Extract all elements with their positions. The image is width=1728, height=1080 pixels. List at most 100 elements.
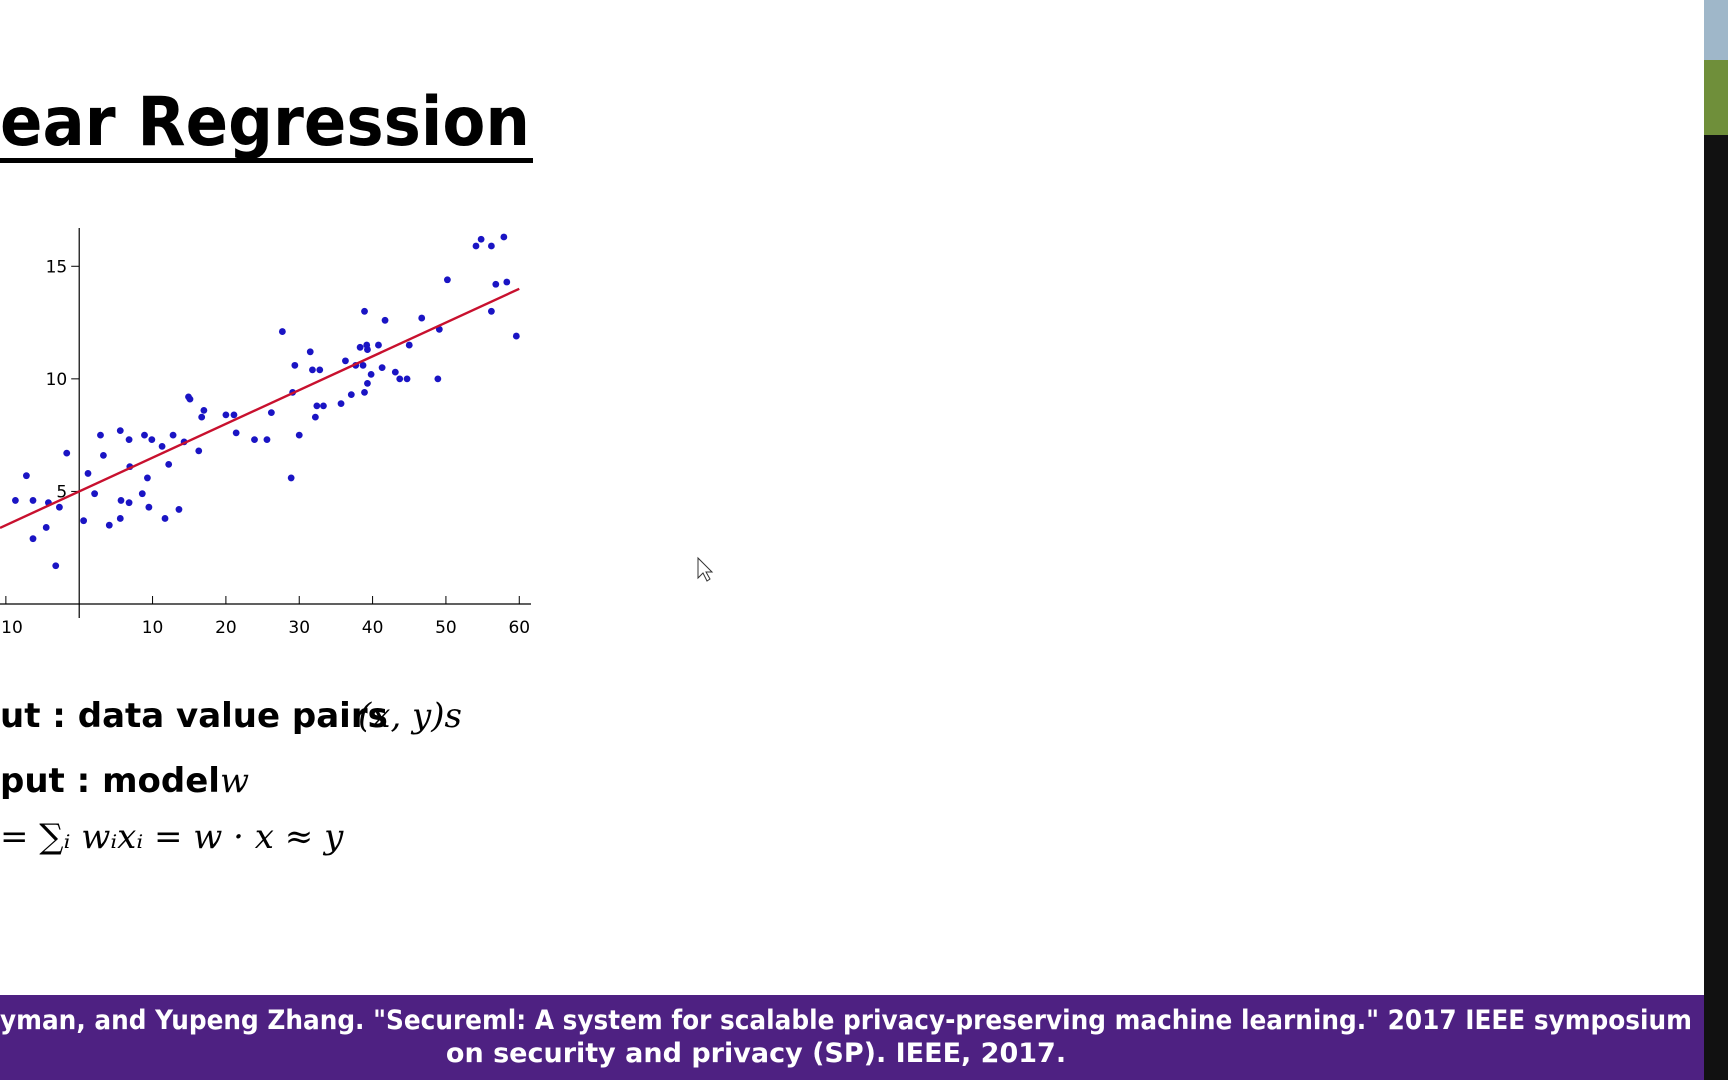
data-point <box>316 366 324 374</box>
x-tick-label: 10 <box>1 618 23 638</box>
data-point <box>492 280 500 288</box>
x-tick-label: 40 <box>362 618 384 638</box>
data-point <box>396 375 404 383</box>
data-point <box>52 562 60 570</box>
data-point <box>175 506 183 513</box>
data-point <box>403 375 411 383</box>
data-point <box>23 472 30 480</box>
y-tick-label: 5 <box>56 482 67 502</box>
data-point <box>29 535 37 543</box>
x-tick-label: 50 <box>435 618 457 638</box>
data-point <box>287 474 295 482</box>
data-point <box>165 461 173 468</box>
data-point <box>512 332 520 340</box>
data-point <box>434 375 442 383</box>
data-point <box>443 276 451 284</box>
data-point <box>230 411 238 419</box>
x-tick-label: 60 <box>508 618 530 638</box>
data-point <box>263 436 271 444</box>
bullet-text: ut : data value pairs <box>0 696 388 736</box>
footer-bar <box>0 995 1704 1080</box>
data-point <box>337 400 345 408</box>
data-point <box>487 242 495 250</box>
data-point <box>381 316 389 324</box>
data-point <box>367 370 375 378</box>
bullet-text: put : model <box>0 761 220 801</box>
side-strip <box>1704 0 1728 1080</box>
y-tick-label: 10 <box>46 370 68 390</box>
chart: 5 10 15 10 10 20 30 40 50 60 <box>0 228 531 638</box>
formula: = ∑ᵢ wᵢxᵢ = w · x ≈ y <box>0 817 344 857</box>
data-point <box>472 242 480 250</box>
data-point <box>100 452 107 459</box>
x-tick-label: 30 <box>288 618 310 638</box>
data-point <box>145 503 153 511</box>
data-point <box>356 343 364 351</box>
data-point <box>291 361 299 369</box>
data-point <box>186 395 194 403</box>
footer-text: on security and privacy (SP). IEEE, 2017… <box>446 1038 1066 1069</box>
data-point <box>320 402 327 410</box>
data-point <box>125 499 133 507</box>
thumbnail-sky <box>1704 0 1728 60</box>
data-point <box>161 515 169 522</box>
data-point <box>232 429 240 437</box>
data-point <box>309 366 316 374</box>
data-point <box>56 503 63 511</box>
thumbnail-field <box>1704 60 1728 135</box>
footer-text: yman, and Yupeng Zhang. "Secureml: A sys… <box>0 1005 1692 1036</box>
data-point <box>342 357 349 365</box>
data-point <box>144 474 151 482</box>
data-point <box>125 436 133 444</box>
data-point <box>29 497 37 504</box>
data-point <box>375 341 382 349</box>
slide-title: ear Regression <box>0 83 530 162</box>
data-point <box>12 497 19 504</box>
bullet-math: w <box>220 761 249 801</box>
data-point <box>359 361 367 369</box>
data-point <box>84 470 92 477</box>
data-point <box>158 442 166 450</box>
data-point <box>361 388 368 396</box>
data-point <box>97 431 104 439</box>
data-point <box>198 413 206 421</box>
data-point <box>364 346 371 353</box>
title-underline <box>0 158 533 163</box>
data-point <box>500 233 508 241</box>
data-point <box>63 449 71 457</box>
data-point <box>91 490 99 498</box>
data-point <box>42 524 50 531</box>
data-point <box>116 427 124 435</box>
data-point <box>487 307 495 315</box>
data-point <box>391 368 399 376</box>
data-point <box>141 431 148 439</box>
data-point <box>267 409 275 417</box>
data-point <box>306 348 314 356</box>
data-point <box>117 497 125 504</box>
data-point <box>105 521 113 529</box>
mouse-cursor <box>697 556 714 582</box>
data-point <box>405 341 413 349</box>
data-point <box>169 431 177 439</box>
data-point <box>148 436 156 444</box>
x-tick-label: 20 <box>215 618 237 638</box>
data-point <box>295 431 303 439</box>
data-point <box>364 379 371 387</box>
regression-line <box>0 287 520 529</box>
data-point <box>503 278 511 286</box>
data-point <box>347 391 355 399</box>
data-point <box>116 515 124 522</box>
data-point <box>361 307 368 315</box>
data-point <box>222 411 230 419</box>
data-point <box>418 314 426 322</box>
data-point <box>251 436 258 444</box>
bullet-math: (x, y)s <box>358 696 462 736</box>
data-point <box>195 447 203 455</box>
data-point <box>313 402 321 410</box>
data-point <box>200 406 208 414</box>
data-point <box>278 328 286 335</box>
data-point <box>311 413 319 421</box>
